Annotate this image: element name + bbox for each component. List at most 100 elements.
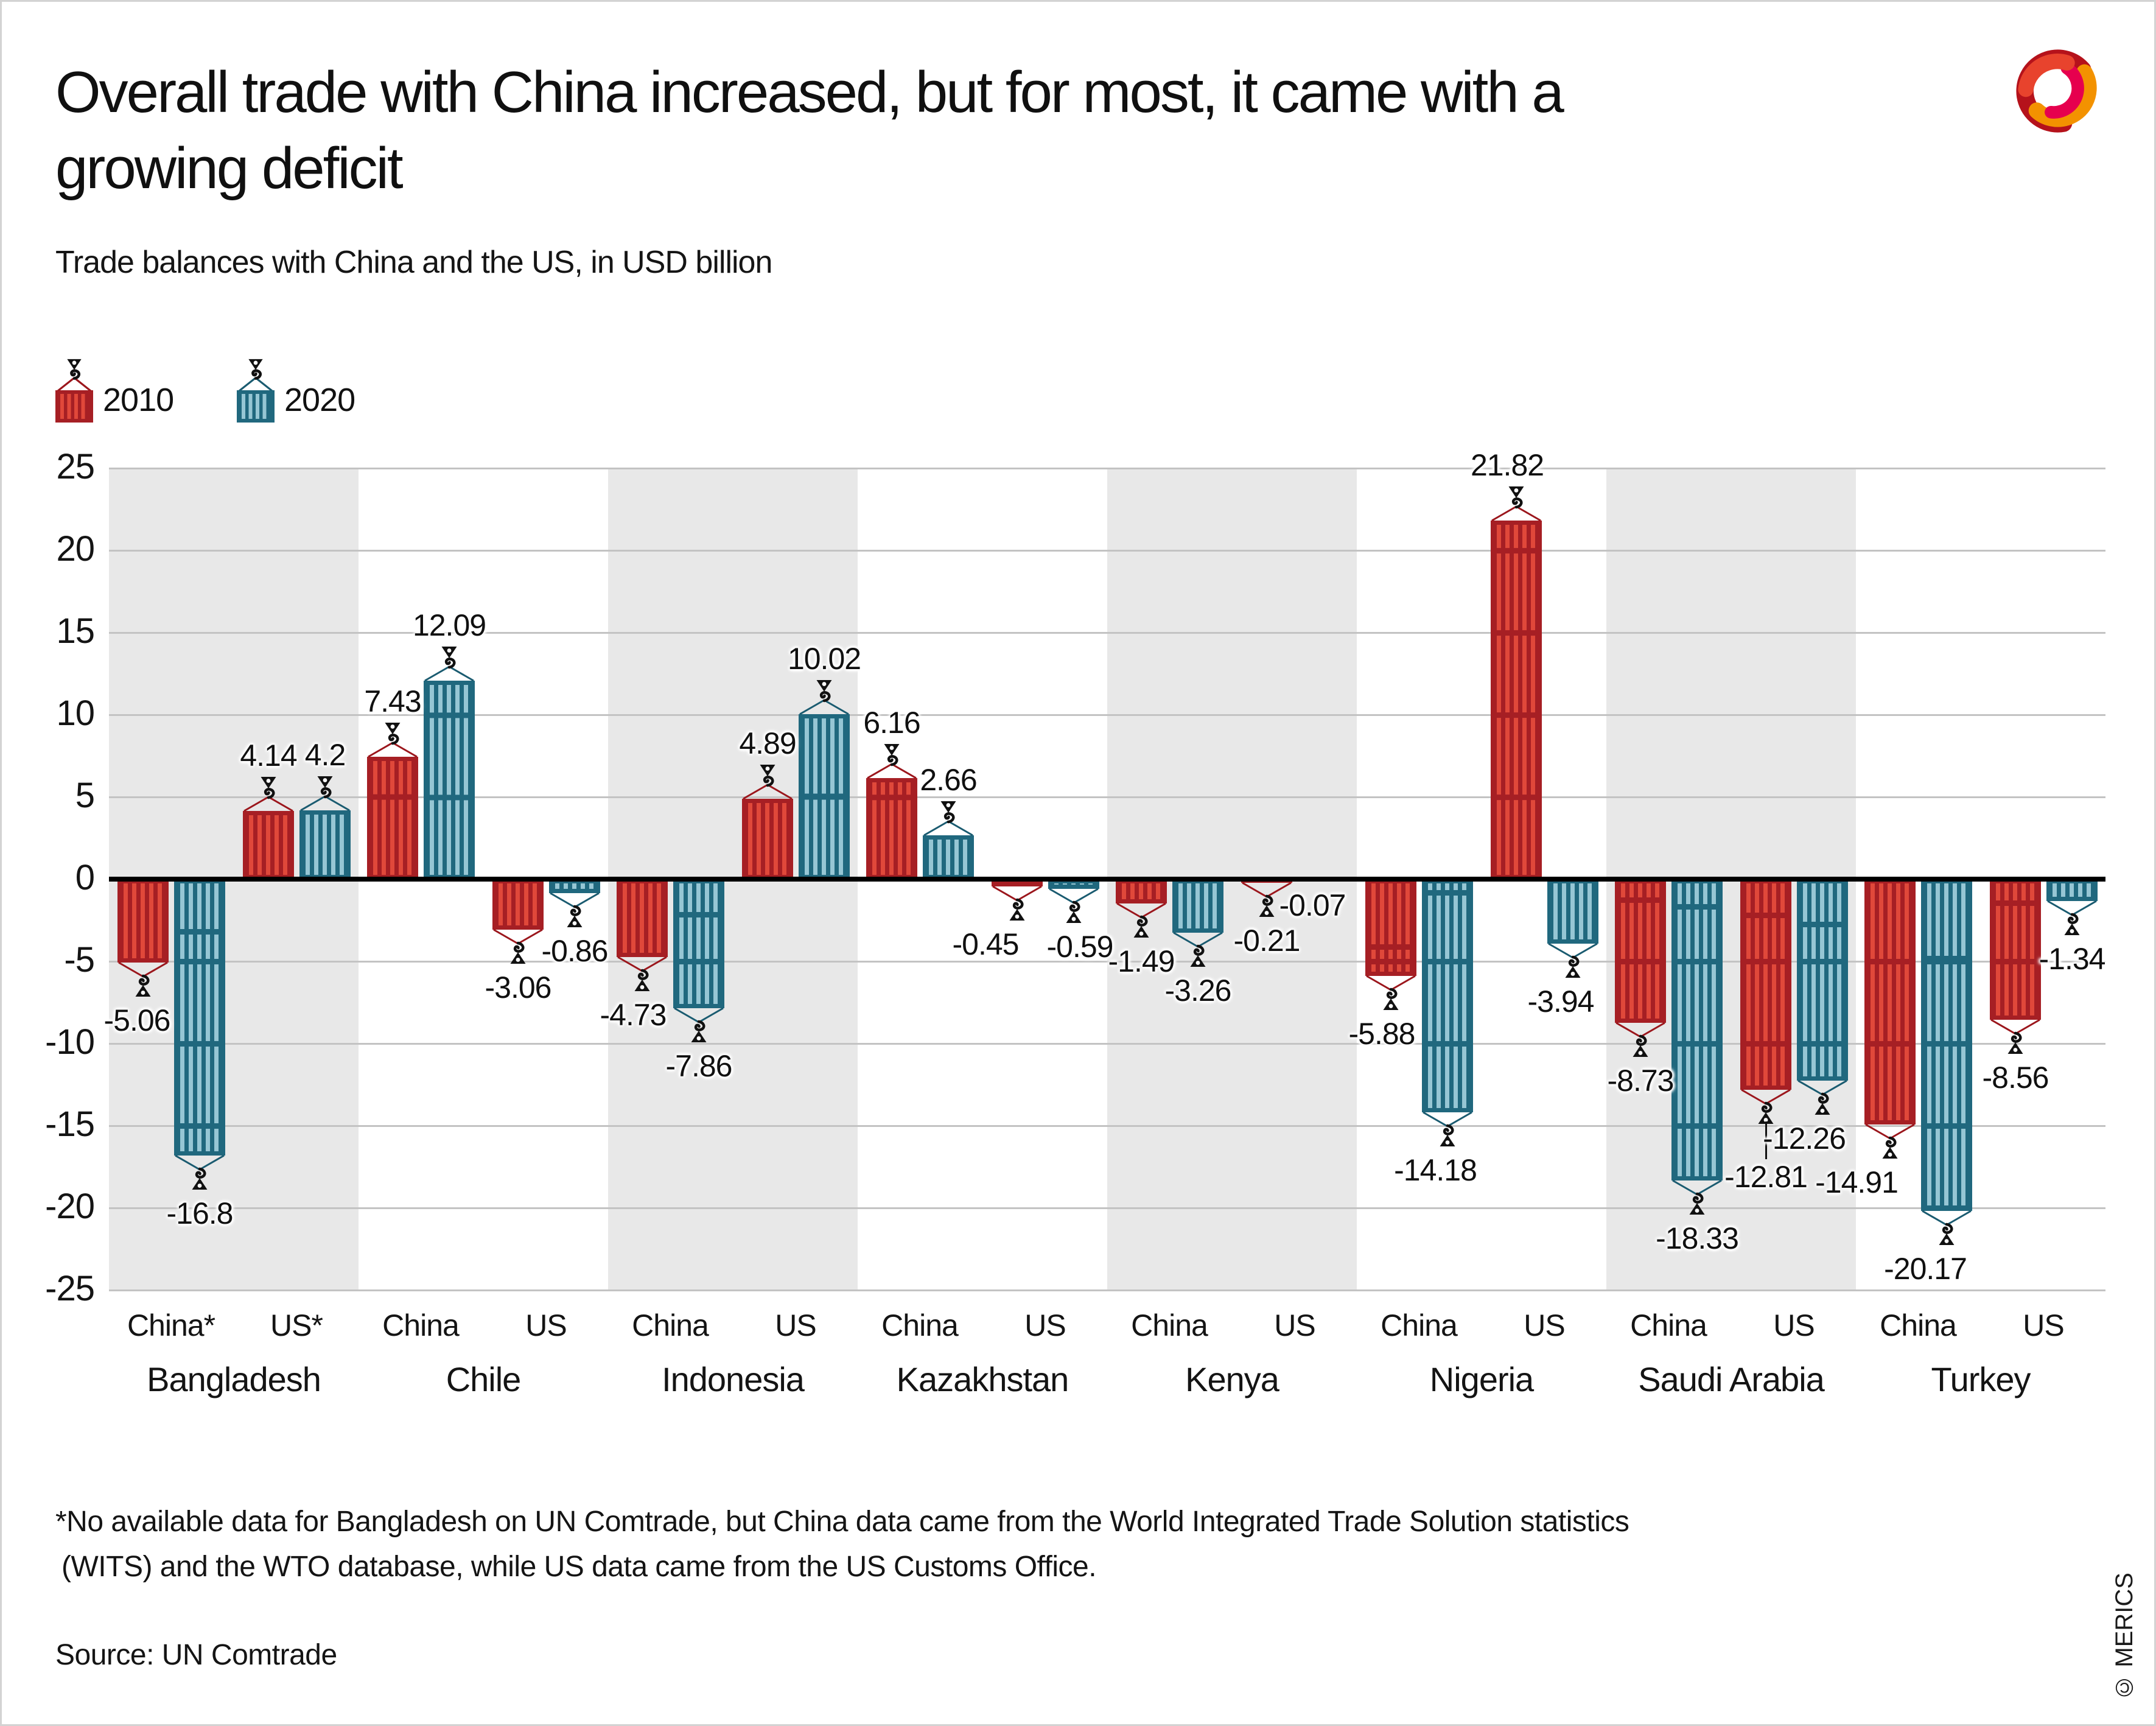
container-icon-body bbox=[237, 390, 275, 423]
value-label: 6.16 bbox=[863, 705, 920, 740]
container-ridges bbox=[249, 815, 287, 875]
partner-label: China bbox=[881, 1308, 959, 1342]
value-label: 4.14 bbox=[240, 738, 297, 773]
bar-chile-china-2010 bbox=[367, 757, 418, 879]
container-segment-lines bbox=[174, 879, 225, 1156]
container-ridges bbox=[929, 840, 967, 875]
container-2020-icon bbox=[237, 358, 275, 423]
partner-label: China bbox=[382, 1308, 460, 1342]
container-ridges bbox=[1122, 883, 1160, 900]
source-note: Source: UN Comtrade bbox=[55, 1639, 337, 1671]
crane-hook-icon bbox=[1049, 888, 1099, 923]
bar-turkey-china-2020 bbox=[1921, 879, 1972, 1211]
y-tick-label: -25 bbox=[45, 1269, 95, 1308]
value-label: 12.09 bbox=[412, 608, 486, 642]
crane-hook-icon bbox=[867, 743, 917, 779]
bar-turkey-us-2010 bbox=[1990, 879, 2041, 1020]
bar-kazakhstan-china-2020 bbox=[923, 835, 974, 879]
bar-indonesia-china-2010 bbox=[617, 879, 668, 957]
country-label: Indonesia bbox=[662, 1360, 805, 1398]
container-ridges bbox=[306, 814, 344, 875]
container-ridges bbox=[748, 802, 786, 875]
label-leader-line bbox=[1765, 1121, 1767, 1159]
container-ridges bbox=[242, 394, 270, 419]
y-tick-label: 10 bbox=[56, 693, 95, 733]
crane-hook-icon bbox=[1173, 931, 1223, 967]
crane-hook-icon bbox=[1865, 1123, 1915, 1159]
container-segment-lines bbox=[866, 777, 917, 879]
bar-saudi-arabia-us-2020 bbox=[1797, 879, 1848, 1081]
crane-hook-icon bbox=[1491, 486, 1541, 522]
footnote: *No available data for Bangladesh on UN … bbox=[55, 1500, 1629, 1590]
crane-hook-icon bbox=[1116, 902, 1166, 938]
container-icon-body bbox=[55, 390, 93, 423]
crane-hook-icon bbox=[368, 723, 418, 758]
container-ridges bbox=[1054, 883, 1093, 885]
container-segment-lines bbox=[1921, 879, 1972, 1211]
value-label: -18.33 bbox=[1656, 1221, 1739, 1255]
crane-hook-icon bbox=[674, 1007, 724, 1043]
legend-label-2010: 2010 bbox=[103, 382, 174, 418]
container-segment-lines bbox=[1740, 879, 1791, 1090]
container-ridges bbox=[60, 394, 88, 419]
crane-hook-icon bbox=[1922, 1210, 1972, 1245]
value-label: -3.26 bbox=[1164, 974, 1232, 1008]
partner-label: US bbox=[775, 1308, 816, 1342]
container-ridges bbox=[1178, 883, 1217, 929]
country-label: Bangladesh bbox=[147, 1360, 321, 1398]
bar-nigeria-china-2010 bbox=[1365, 879, 1416, 976]
country-label: Saudi Arabia bbox=[1638, 1360, 1825, 1398]
legend-label-2020: 2020 bbox=[284, 382, 355, 418]
footnote-line2: (WITS) and the WTO database, while US da… bbox=[61, 1551, 1097, 1583]
partner-label: China* bbox=[127, 1308, 215, 1342]
value-label: -5.06 bbox=[103, 1003, 171, 1037]
value-label: -0.86 bbox=[541, 934, 609, 969]
value-label: -4.73 bbox=[600, 997, 667, 1032]
container-segment-lines bbox=[1990, 879, 2041, 1020]
bar-bangladesh-china-2020 bbox=[174, 879, 225, 1156]
chart-subtitle: Trade balances with China and the US, in… bbox=[55, 245, 772, 280]
bar-nigeria-us-2010 bbox=[1491, 520, 1542, 879]
bar-bangladesh-us-2010 bbox=[243, 811, 294, 879]
country-label: Kazakhstan bbox=[896, 1360, 1069, 1398]
copyright-note: © MERICS bbox=[2111, 1573, 2138, 1701]
bar-turkey-us-2020 bbox=[2046, 879, 2098, 902]
bar-indonesia-us-2010 bbox=[742, 798, 793, 879]
crane-hook-icon bbox=[1741, 1089, 1791, 1124]
container-segment-lines bbox=[1797, 879, 1848, 1081]
y-tick-label: 25 bbox=[56, 447, 95, 486]
bar-kenya-china-2020 bbox=[1172, 879, 1223, 933]
gridline bbox=[109, 1124, 2105, 1127]
gridline bbox=[109, 960, 2105, 963]
value-label: -8.56 bbox=[1982, 1061, 2049, 1095]
y-tick-label: 5 bbox=[75, 776, 95, 815]
bar-saudi-arabia-china-2020 bbox=[1671, 879, 1723, 1180]
container-ridges bbox=[1553, 883, 1592, 940]
bar-indonesia-us-2020 bbox=[799, 714, 850, 879]
crane-hook-icon bbox=[2047, 900, 2097, 936]
crane-hook-icon bbox=[1366, 975, 1416, 1010]
gridline bbox=[109, 796, 2105, 798]
container-segment-lines bbox=[1422, 879, 1473, 1112]
value-label: -16.8 bbox=[166, 1196, 234, 1230]
country-label: Chile bbox=[446, 1360, 522, 1398]
value-label: -20.17 bbox=[1884, 1251, 1967, 1286]
value-label: 2.66 bbox=[920, 763, 977, 798]
bar-kazakhstan-china-2010 bbox=[866, 777, 917, 879]
crane-hook-icon bbox=[118, 961, 168, 997]
y-tick-label: 20 bbox=[56, 529, 95, 569]
crane-hook-icon bbox=[175, 1154, 225, 1190]
zero-axis-line bbox=[109, 877, 2105, 882]
crane-hook-icon bbox=[1423, 1111, 1472, 1146]
container-segment-lines bbox=[673, 879, 724, 1009]
value-label: 4.2 bbox=[304, 737, 346, 772]
value-label: 10.02 bbox=[787, 642, 861, 676]
partner-label: US bbox=[1024, 1308, 1066, 1342]
bar-indonesia-china-2020 bbox=[673, 879, 724, 1009]
page-title-line2: growing deficit bbox=[55, 136, 404, 201]
partner-label: US bbox=[525, 1308, 567, 1342]
container-2010-icon bbox=[55, 358, 93, 423]
partner-label: US bbox=[2023, 1308, 2064, 1342]
